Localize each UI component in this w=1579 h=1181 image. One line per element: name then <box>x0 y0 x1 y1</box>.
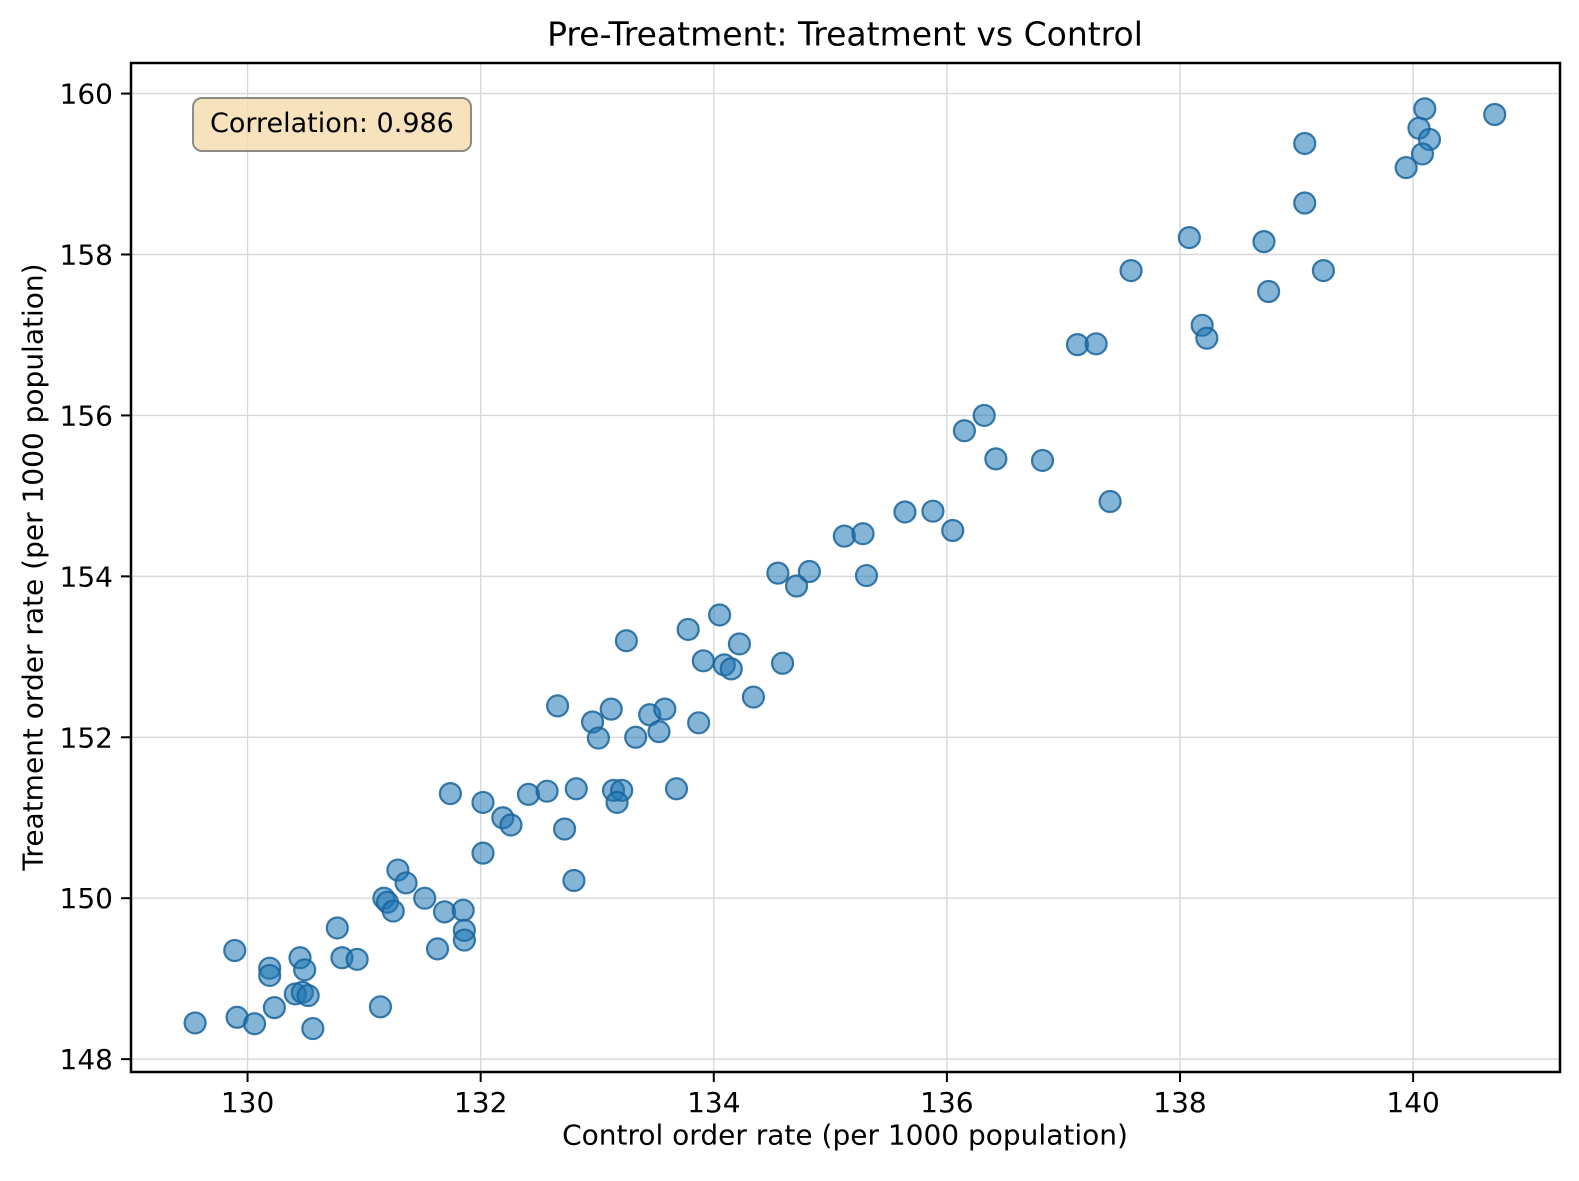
scatter-point <box>325 916 349 940</box>
scatter-point <box>345 947 369 971</box>
correlation-annotation: Correlation: 0.986 <box>192 97 472 152</box>
scatter-point <box>676 617 700 642</box>
scatter-point <box>586 726 610 750</box>
scatter-point <box>1257 279 1281 304</box>
x-tick-label: 130 <box>221 1086 274 1119</box>
scatter-point <box>552 817 577 841</box>
scatter-point <box>766 561 790 585</box>
scatter-point <box>687 711 711 735</box>
scatter-point <box>562 868 586 893</box>
scatter-point <box>1119 258 1143 283</box>
scatter-point <box>451 898 475 922</box>
scatter-point <box>381 899 405 923</box>
scatter-point <box>647 720 671 744</box>
scatter-point <box>984 447 1008 471</box>
scatter-point <box>452 928 476 952</box>
scatter-point <box>727 632 752 656</box>
scatter-point <box>653 697 677 721</box>
scatter-point <box>293 958 317 982</box>
y-axis-label: Treatment order rate (per 1000 populatio… <box>16 263 50 871</box>
scatter-point <box>301 1016 325 1041</box>
scatter-point <box>1311 258 1335 283</box>
scatter-point <box>1177 226 1201 250</box>
scatter-point <box>535 779 559 803</box>
scatter-point <box>242 1012 267 1036</box>
scatter-point <box>499 813 523 837</box>
scatter-point <box>516 782 541 807</box>
scatter-point <box>770 651 795 675</box>
scatter-point <box>1293 131 1317 156</box>
x-tick-label: 136 <box>920 1086 973 1119</box>
scatter-point <box>851 522 875 546</box>
scatter-point <box>921 499 945 523</box>
scatter-point <box>624 725 648 749</box>
scatter-point <box>1030 448 1055 473</box>
y-tick-label: 150 <box>60 882 113 915</box>
scatter-point <box>262 996 286 1020</box>
scatter-point <box>1252 230 1276 254</box>
x-tick-label: 138 <box>1153 1086 1206 1119</box>
scatter-point <box>564 777 588 801</box>
scatter-point <box>546 694 570 718</box>
scatter-point <box>438 781 462 806</box>
scatter-point <box>972 403 996 428</box>
scatter-point <box>413 886 437 910</box>
scatter-point <box>797 559 821 584</box>
scatter-point <box>854 563 879 588</box>
x-axis-label: Control order rate (per 1000 population) <box>562 1118 1128 1152</box>
scatter-point <box>605 790 629 815</box>
scatter-point <box>1410 142 1435 166</box>
scatter-point <box>368 995 393 1019</box>
y-tick-label: 148 <box>60 1043 113 1076</box>
scatter-point <box>471 790 495 815</box>
chart-title: Pre-Treatment: Treatment vs Control <box>547 14 1143 54</box>
scatter-point <box>471 841 495 865</box>
x-tick-label: 132 <box>454 1086 507 1119</box>
y-tick-label: 158 <box>60 239 113 272</box>
x-tick-label: 140 <box>1386 1086 1439 1119</box>
y-tick-label: 152 <box>60 721 113 754</box>
scatter-point <box>1084 332 1108 356</box>
scatter-point <box>741 685 766 709</box>
scatter-point <box>1098 489 1122 514</box>
x-tick-label: 134 <box>687 1086 740 1119</box>
scatter-point <box>296 983 320 1008</box>
plot-border <box>129 61 1562 1074</box>
scatter-point <box>258 963 282 988</box>
y-tick-label: 156 <box>60 399 113 432</box>
scatter-point <box>952 419 976 443</box>
scatter-point <box>614 629 638 653</box>
scatter-point <box>1293 191 1317 215</box>
scatter-point <box>1195 326 1219 350</box>
scatter-point <box>941 518 965 543</box>
scatter-point <box>708 603 732 627</box>
scatter-point <box>425 937 450 961</box>
scatter-point <box>719 657 743 681</box>
scatter-point <box>1413 97 1437 121</box>
scatter-point <box>893 500 917 524</box>
y-tick-label: 160 <box>60 78 113 111</box>
scatter-point <box>1394 156 1418 180</box>
y-tick-label: 154 <box>60 560 113 593</box>
scatter-point <box>183 1011 207 1035</box>
scatter-point <box>691 649 715 673</box>
scatter-point <box>599 697 623 721</box>
scatter-point <box>1483 102 1507 127</box>
scatter-point <box>394 871 418 895</box>
scatter-point <box>784 574 809 598</box>
scatter-point <box>664 777 689 801</box>
scatter-point <box>223 938 247 963</box>
